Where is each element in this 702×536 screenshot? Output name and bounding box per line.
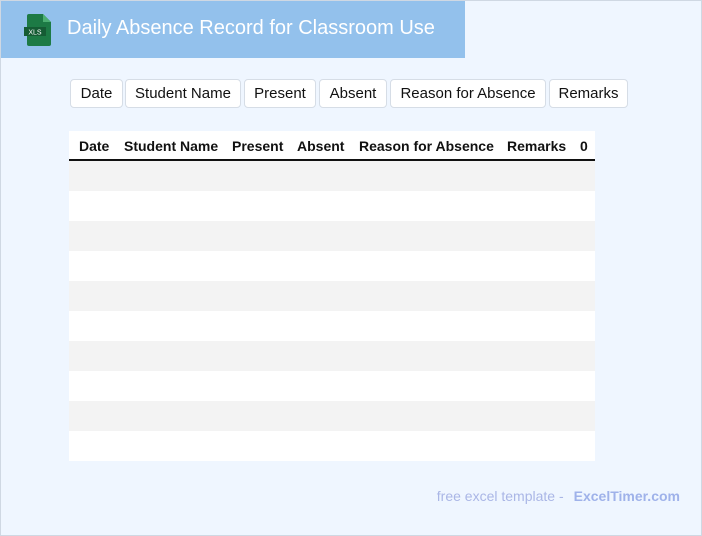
- table-row: [69, 371, 595, 401]
- column-button-absent[interactable]: Absent: [319, 79, 387, 108]
- footer-link[interactable]: ExcelTimer.com: [573, 488, 680, 504]
- table-row: [69, 161, 595, 191]
- footer-text: free excel template -: [436, 488, 564, 504]
- svg-text:XLS: XLS: [28, 30, 42, 37]
- column-header-present: Present: [232, 138, 284, 154]
- table-row: [69, 191, 595, 221]
- column-header-remarks: Remarks: [507, 138, 567, 154]
- table-body: [69, 161, 595, 461]
- column-button-remarks[interactable]: Remarks: [549, 79, 628, 108]
- table-row: [69, 251, 595, 281]
- table-row: [69, 281, 595, 311]
- column-header-reason: Reason for Absence: [359, 138, 494, 154]
- table-row: [69, 341, 595, 371]
- excel-file-icon: XLS: [24, 14, 51, 46]
- table-row: [69, 401, 595, 431]
- table-row: [69, 221, 595, 251]
- column-button-reason[interactable]: Reason for Absence: [390, 79, 546, 108]
- header-banner: XLS Daily Absence Record for Classroom U…: [1, 1, 465, 58]
- page-title: Daily Absence Record for Classroom Use: [67, 17, 435, 39]
- table-row: [69, 311, 595, 341]
- column-button-student-name[interactable]: Student Name: [125, 79, 241, 108]
- column-header-extra: 0: [580, 138, 588, 154]
- absence-table: Date Student Name Present Absent Reason …: [69, 131, 595, 461]
- table-header: Date Student Name Present Absent Reason …: [69, 131, 595, 161]
- column-header-absent: Absent: [297, 138, 345, 154]
- column-button-present[interactable]: Present: [244, 79, 316, 108]
- column-header-date: Date: [79, 138, 110, 154]
- column-button-date[interactable]: Date: [70, 79, 123, 108]
- column-header-student-name: Student Name: [124, 138, 219, 154]
- footer: free excel template - ExcelTimer.com: [437, 488, 680, 504]
- table-row: [69, 431, 595, 461]
